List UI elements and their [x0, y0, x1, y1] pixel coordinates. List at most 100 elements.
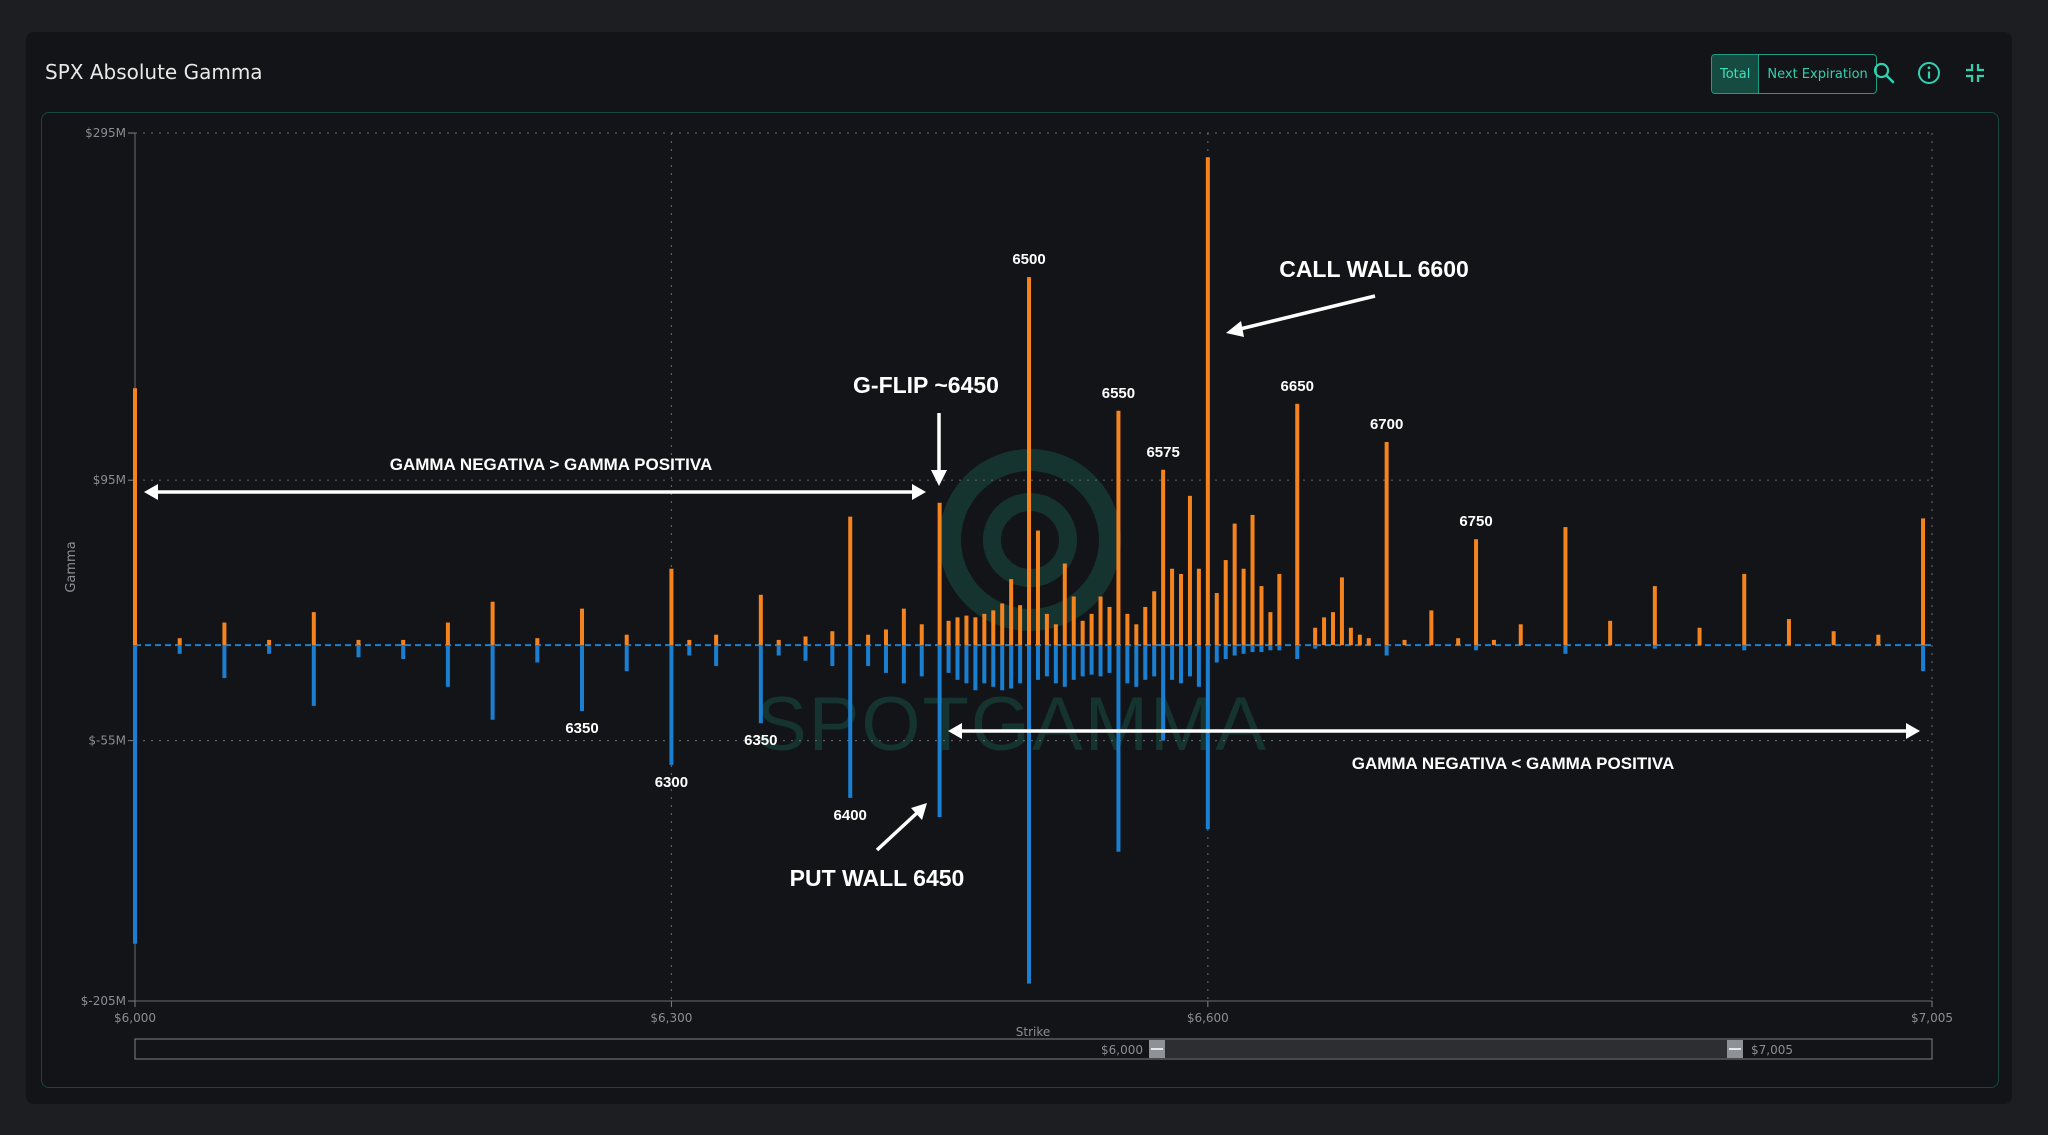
right-zone-annotation: GAMMA NEGATIVA < GAMMA POSITIVA: [1352, 754, 1675, 773]
chart-frame: [41, 112, 1999, 1088]
call-gamma-bar: [714, 634, 719, 646]
put-gamma-bar: [1205, 645, 1210, 830]
collapse-icon[interactable]: [1962, 60, 1988, 86]
y-tick-label: $-55M: [88, 734, 126, 748]
put-gamma-bar: [776, 645, 781, 656]
put-wall-annotation: PUT WALL 6450: [790, 865, 965, 891]
put-gamma-bar: [848, 645, 853, 798]
put-gamma-bar: [687, 645, 692, 656]
call-gamma-bar: [1357, 634, 1362, 646]
put-gamma-bar: [1053, 645, 1058, 684]
call-gamma-bar: [1348, 627, 1353, 646]
call-gamma-bar: [848, 516, 853, 646]
call-gamma-bar: [1196, 568, 1201, 646]
put-gamma-bar: [866, 645, 871, 666]
call-gamma-bar: [445, 622, 450, 646]
toggle-total[interactable]: Total: [1712, 55, 1760, 93]
call-gamma-bar: [490, 601, 495, 646]
put-gamma-bar: [1134, 645, 1139, 687]
call-gamma-bar: [1170, 568, 1175, 646]
call-gamma-bar: [1563, 527, 1568, 646]
call-gamma-bar: [177, 638, 182, 646]
put-gamma-bar: [1170, 645, 1175, 680]
x-tick-label: $6,000: [114, 1011, 156, 1025]
call-gamma-bar: [1179, 573, 1184, 646]
put-gamma-bar: [1196, 645, 1201, 687]
strike-label: 6550: [1102, 385, 1135, 402]
put-gamma-bar: [991, 645, 996, 687]
call-gamma-bar: [1831, 631, 1836, 646]
range-slider[interactable]: $6,000 $7,005: [134, 1038, 1933, 1060]
put-gamma-bar: [1089, 645, 1094, 675]
chart-panel: [26, 32, 2012, 1104]
call-gamma-bar: [1313, 627, 1318, 646]
put-gamma-bar: [311, 645, 316, 706]
call-gamma-bar: [1384, 442, 1389, 646]
call-gamma-bar: [1921, 518, 1926, 646]
call-gamma-bar: [1080, 620, 1085, 646]
strike-label: 6750: [1459, 513, 1492, 530]
y-axis-title: Gamma: [64, 541, 79, 592]
x-tick-label: $6,300: [650, 1011, 692, 1025]
call-gamma-bar: [991, 610, 996, 646]
put-gamma-bar: [1107, 645, 1112, 673]
put-gamma-bar: [1098, 645, 1103, 677]
call-gamma-bar: [955, 617, 960, 646]
range-handle-high[interactable]: [1727, 1040, 1743, 1058]
call-gamma-bar: [133, 388, 137, 646]
call-gamma-bar: [758, 594, 763, 646]
put-gamma-bar: [624, 645, 629, 672]
call-gamma-bar: [1250, 514, 1255, 646]
put-gamma-bar: [1277, 645, 1282, 651]
call-gamma-bar: [803, 636, 808, 646]
call-gamma-bar: [1295, 403, 1300, 646]
call-gamma-bar: [1018, 605, 1023, 646]
call-gamma-bar: [1223, 560, 1228, 646]
put-gamma-bar: [919, 645, 924, 677]
call-gamma-bar: [1027, 277, 1032, 646]
put-gamma-bar: [982, 645, 987, 684]
call-gamma-bar: [964, 615, 969, 646]
put-gamma-bar: [1474, 645, 1479, 651]
toggle-next-expiration[interactable]: Next Expiration: [1767, 66, 1868, 82]
x-tick-label: $6,600: [1187, 1011, 1229, 1025]
gflip-arrow: [931, 413, 947, 486]
strike-label: 6350: [565, 720, 598, 737]
put-gamma-bar: [901, 645, 906, 684]
call-gamma-bar: [1107, 606, 1112, 646]
range-handle-low[interactable]: [1149, 1040, 1165, 1058]
bars: [133, 157, 1926, 984]
info-icon[interactable]: [1916, 60, 1942, 86]
search-icon[interactable]: [1871, 60, 1897, 86]
put-gamma-bar: [1062, 645, 1067, 687]
call-gamma-bar: [1652, 586, 1657, 646]
call-gamma-bar: [1322, 617, 1327, 646]
call-gamma-bar: [830, 631, 835, 646]
put-gamma-bar: [356, 645, 361, 658]
put-gamma-bar: [1250, 645, 1255, 653]
call-gamma-bar: [1125, 613, 1130, 646]
call-gamma-bar: [1474, 539, 1479, 646]
call-gamma-bar: [883, 629, 888, 646]
put-gamma-bar: [1143, 645, 1148, 680]
put-gamma-bar: [1027, 645, 1032, 984]
put-gamma-bar: [177, 645, 182, 654]
call-gamma-bar: [973, 617, 978, 646]
put-gamma-bar: [267, 645, 272, 654]
spotgamma-watermark: SPOTGAMMA: [756, 449, 1266, 767]
call-gamma-bar: [946, 620, 951, 646]
put-gamma-bar: [1652, 645, 1657, 649]
gflip-annotation: G-FLIP ~6450: [853, 372, 999, 398]
call-gamma-bar: [687, 639, 692, 646]
put-gamma-bar: [1223, 645, 1228, 660]
put-wall-arrow: [875, 803, 927, 852]
call-gamma-bar: [1366, 638, 1371, 646]
call-gamma-bar: [580, 608, 585, 646]
put-gamma-bar: [1044, 645, 1049, 677]
call-gamma-bar: [1035, 530, 1040, 646]
put-gamma-bar: [1241, 645, 1246, 654]
expiration-toggle[interactable]: Total Next Expiration: [1711, 54, 1877, 94]
put-gamma-bar: [1125, 645, 1130, 684]
strike-label: 6575: [1146, 444, 1179, 461]
